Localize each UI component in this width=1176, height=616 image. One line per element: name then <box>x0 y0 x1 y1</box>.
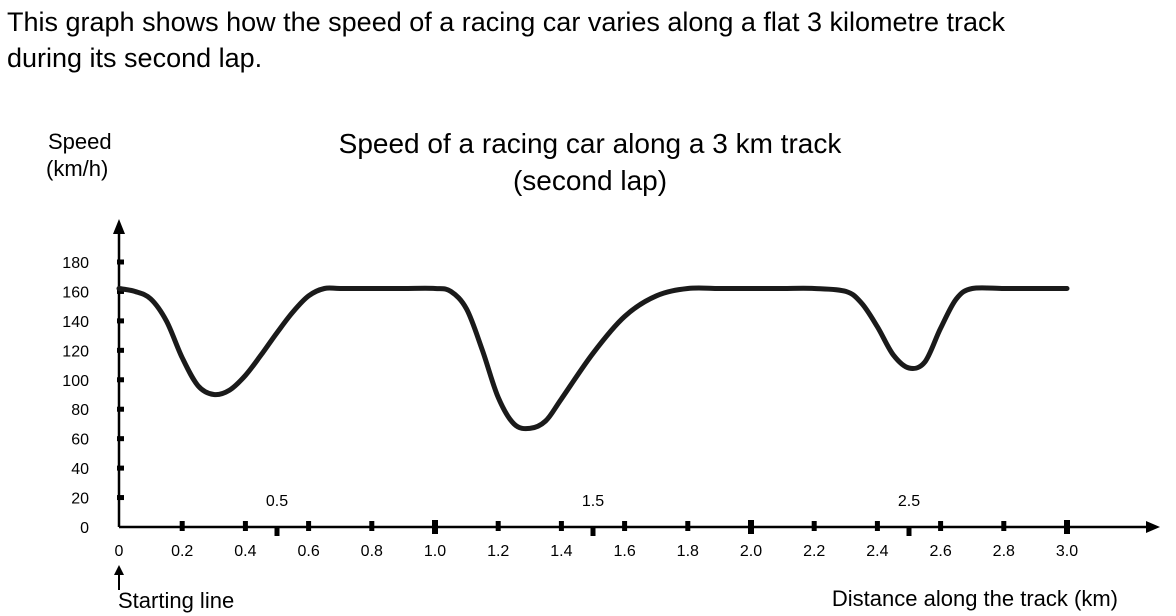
x-half-tick <box>906 527 912 536</box>
x-tick-label: 0.8 <box>361 543 383 560</box>
x-tick-label: 1.8 <box>677 543 699 560</box>
y-tick-label: 40 <box>71 461 89 478</box>
x-half-tick <box>274 527 280 536</box>
x-tick <box>495 521 501 531</box>
x-tick <box>811 521 817 531</box>
chart-title: Speed of a racing car along a 3 km track <box>339 128 843 159</box>
x-tick-label: 1.0 <box>424 543 446 560</box>
y-tick-label: 60 <box>71 432 89 449</box>
y-tick <box>117 495 124 501</box>
tick-labels: 0 20 40 60 80 100 120 140 160 180 0 0.2 0.4 0.6 0.8 1.0… <box>62 255 1078 560</box>
x-tick <box>306 521 312 531</box>
x-half-tick-label: 1.5 <box>582 493 604 510</box>
axes <box>113 219 1160 533</box>
x-tick <box>179 521 185 531</box>
speed-line <box>116 285 1070 432</box>
x-axis-label: Distance along the track (km) <box>832 586 1118 611</box>
x-tick <box>369 521 375 531</box>
x-tick <box>242 521 248 531</box>
x-tick-label: 0.2 <box>171 543 193 560</box>
y-tick <box>117 406 124 412</box>
x-tick-label: 2.0 <box>740 543 762 560</box>
y-tick <box>117 347 124 353</box>
chart-subtitle: (second lap) <box>513 165 667 196</box>
intro-line-2: during its second lap. <box>7 43 263 73</box>
x-tick <box>938 521 944 531</box>
x-tick <box>1064 520 1070 534</box>
x-half-tick-label: 0.5 <box>266 493 288 510</box>
x-tick <box>558 521 564 531</box>
x-tick-label: 2.8 <box>993 543 1015 560</box>
x-tick-label: 2.4 <box>866 543 888 560</box>
y-tick <box>117 288 124 294</box>
y-tick-label: 80 <box>71 402 89 419</box>
x-tick-label: 1.6 <box>613 543 635 560</box>
x-tick <box>685 521 691 531</box>
x-half-tick-label: 2.5 <box>898 493 920 510</box>
x-tick-label: 3.0 <box>1056 543 1078 560</box>
x-tick-label: 2.2 <box>803 543 825 560</box>
x-axis-arrowhead <box>1146 521 1160 533</box>
y-tick <box>117 318 124 324</box>
tick-marks <box>117 259 1070 536</box>
x-tick-label: 0.6 <box>297 543 319 560</box>
x-half-tick <box>590 527 596 536</box>
x-tick-label: 0 <box>115 543 124 560</box>
y-axis-arrowhead <box>113 219 125 234</box>
x-tick-label: 2.6 <box>929 543 951 560</box>
x-tick <box>1001 521 1007 531</box>
y-tick-label: 160 <box>62 284 89 301</box>
y-axis-label-line-1: Speed <box>48 129 112 154</box>
y-tick <box>117 377 124 383</box>
starting-line-label: Starting line <box>118 588 234 613</box>
y-tick-label: 140 <box>62 314 89 331</box>
y-tick-label: 180 <box>62 255 89 272</box>
starting-line-arrow <box>114 565 124 590</box>
x-tick-label: 1.4 <box>550 543 572 560</box>
y-tick-label: 120 <box>62 343 89 360</box>
x-tick-label: 0.4 <box>234 543 256 560</box>
y-axis-label-line-2: (km/h) <box>46 156 108 181</box>
y-tick <box>117 465 124 471</box>
y-tick-label: 0 <box>80 520 89 537</box>
x-tick <box>432 520 438 534</box>
x-tick <box>874 521 880 531</box>
y-tick-label: 20 <box>71 491 89 508</box>
y-tick <box>117 436 124 442</box>
x-tick-label: 1.2 <box>487 543 509 560</box>
intro-text: This graph shows how the speed of a raci… <box>7 4 1175 76</box>
y-tick <box>117 259 124 265</box>
x-tick <box>748 520 754 534</box>
intro-line-1: This graph shows how the speed of a raci… <box>7 7 1005 37</box>
y-tick-label: 100 <box>62 373 89 390</box>
x-tick <box>622 521 628 531</box>
